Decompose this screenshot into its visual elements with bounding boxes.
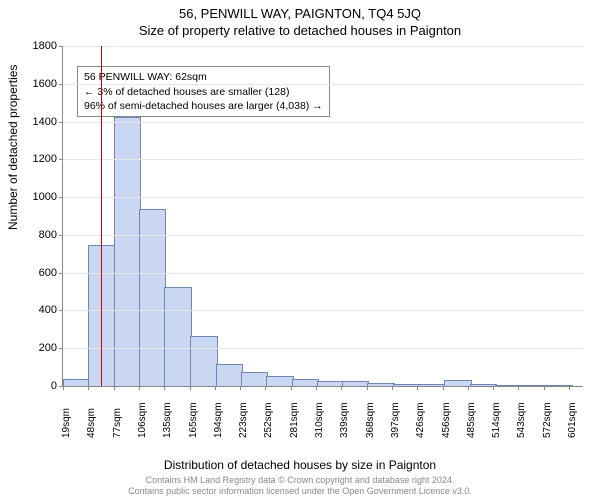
- footer: Contains HM Land Registry data © Crown c…: [0, 475, 600, 498]
- annotation-line3: 96% of semi-detached houses are larger (…: [84, 99, 323, 113]
- xtick-label: 194sqm: [213, 402, 224, 438]
- xtick-label: 368sqm: [365, 402, 376, 438]
- xtick-label: 485sqm: [466, 402, 477, 438]
- xtick-mark: [392, 386, 393, 390]
- annotation-box: 56 PENWILL WAY: 62sqm ← 3% of detached h…: [77, 66, 330, 117]
- ytick-label: 800: [39, 229, 63, 241]
- xtick-mark: [493, 386, 494, 390]
- histogram-bar: [317, 381, 344, 386]
- histogram-bar: [190, 336, 217, 386]
- xtick-mark: [316, 386, 317, 390]
- xtick-mark: [215, 386, 216, 390]
- ytick-label: 1600: [33, 78, 63, 90]
- xtick-mark: [468, 386, 469, 390]
- footer-line2: Contains public sector information licen…: [0, 486, 600, 497]
- histogram-bar: [367, 383, 394, 386]
- gridline-h: [63, 348, 583, 349]
- xtick-mark: [341, 386, 342, 390]
- gridline-h: [63, 273, 583, 274]
- histogram-bar: [216, 364, 243, 386]
- xtick-mark: [367, 386, 368, 390]
- xtick-label: 223sqm: [238, 402, 249, 438]
- histogram-bar: [342, 381, 369, 386]
- x-axis-label: Distribution of detached houses by size …: [0, 458, 600, 472]
- xtick-mark: [63, 386, 64, 390]
- xtick-label: 310sqm: [314, 402, 325, 438]
- xtick-label: 19sqm: [61, 408, 72, 438]
- title-line2: Size of property relative to detached ho…: [0, 21, 600, 38]
- xtick-label: 601sqm: [567, 402, 578, 438]
- xtick-label: 281sqm: [289, 402, 300, 438]
- xtick-label: 543sqm: [516, 402, 527, 438]
- gridline-h: [63, 159, 583, 160]
- y-axis-label: Number of detached properties: [6, 65, 20, 230]
- xtick-mark: [190, 386, 191, 390]
- ytick-label: 1200: [33, 153, 63, 165]
- xtick-mark: [164, 386, 165, 390]
- xtick-mark: [139, 386, 140, 390]
- histogram-bar: [114, 117, 141, 386]
- xtick-mark: [518, 386, 519, 390]
- xtick-label: 514sqm: [491, 402, 502, 438]
- annotation-line1: 56 PENWILL WAY: 62sqm: [84, 70, 323, 84]
- xtick-mark: [88, 386, 89, 390]
- xtick-label: 106sqm: [137, 402, 148, 438]
- xtick-mark: [569, 386, 570, 390]
- xtick-label: 397sqm: [390, 402, 401, 438]
- xtick-label: 135sqm: [162, 402, 173, 438]
- ytick-label: 400: [39, 304, 63, 316]
- xtick-mark: [417, 386, 418, 390]
- xtick-mark: [240, 386, 241, 390]
- histogram-bar: [164, 287, 192, 386]
- histogram-bar: [241, 372, 268, 386]
- marker-line: [101, 46, 102, 386]
- histogram-bar: [292, 379, 319, 386]
- xtick-label: 426sqm: [415, 402, 426, 438]
- ytick-label: 1800: [33, 40, 63, 52]
- histogram-bar: [63, 379, 90, 386]
- annotation-line2: ← 3% of detached houses are smaller (128…: [84, 85, 323, 99]
- xtick-label: 77sqm: [112, 408, 123, 438]
- plot-area: 56 PENWILL WAY: 62sqm ← 3% of detached h…: [62, 46, 583, 387]
- xtick-label: 165sqm: [188, 402, 199, 438]
- gridline-h: [63, 84, 583, 85]
- xtick-mark: [114, 386, 115, 390]
- ytick-label: 0: [51, 380, 63, 392]
- histogram-bar: [393, 384, 420, 387]
- xtick-label: 252sqm: [263, 402, 274, 438]
- histogram-bar: [266, 376, 293, 386]
- xtick-mark: [544, 386, 545, 390]
- xtick-label: 456sqm: [441, 402, 452, 438]
- xtick-label: 48sqm: [86, 408, 97, 438]
- histogram-bar: [88, 245, 115, 386]
- footer-line1: Contains HM Land Registry data © Crown c…: [0, 475, 600, 486]
- ytick-label: 1000: [33, 191, 63, 203]
- title-line1: 56, PENWILL WAY, PAIGNTON, TQ4 5JQ: [0, 0, 600, 21]
- xtick-mark: [443, 386, 444, 390]
- xtick-mark: [265, 386, 266, 390]
- gridline-h: [63, 235, 583, 236]
- ytick-label: 200: [39, 342, 63, 354]
- xtick-mark: [291, 386, 292, 390]
- ytick-label: 1400: [33, 116, 63, 128]
- gridline-h: [63, 122, 583, 123]
- gridline-h: [63, 310, 583, 311]
- gridline-h: [63, 197, 583, 198]
- gridline-h: [63, 46, 583, 47]
- xtick-label: 339sqm: [339, 402, 350, 438]
- chart-container: 56, PENWILL WAY, PAIGNTON, TQ4 5JQ Size …: [0, 0, 600, 500]
- xtick-label: 572sqm: [542, 402, 553, 438]
- ytick-label: 600: [39, 267, 63, 279]
